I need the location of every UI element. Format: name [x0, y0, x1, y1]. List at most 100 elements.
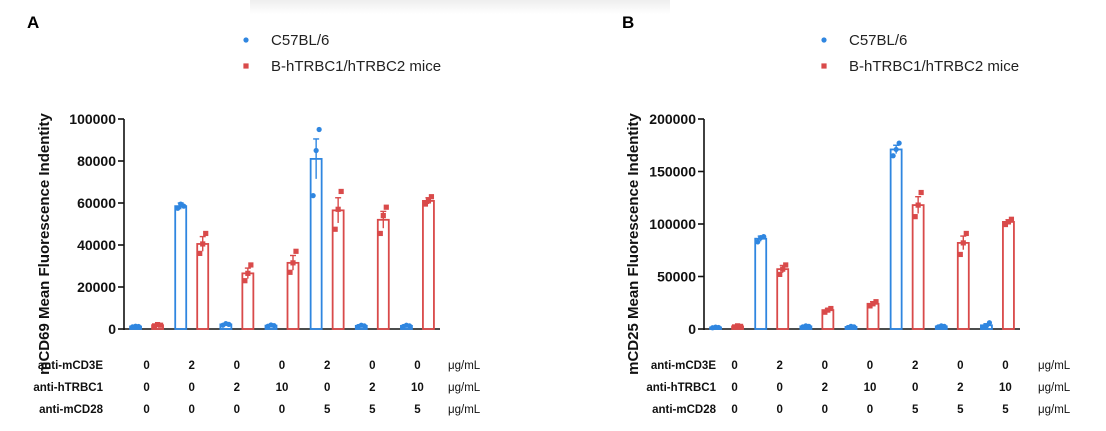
data-point: [203, 230, 209, 237]
condition-value: 0: [234, 404, 240, 416]
data-point: [1008, 216, 1015, 222]
data-point: [316, 126, 322, 133]
condition-value: 0: [143, 360, 149, 372]
data-point: [428, 194, 435, 200]
y-axis: 0 20000 40000 60000 80000 100000: [69, 111, 125, 337]
condition-unit: μg/mL: [448, 404, 481, 416]
condition-value: 5: [414, 404, 421, 416]
data-point: [157, 322, 164, 328]
panel-letter: B: [622, 13, 634, 32]
data-point: [761, 234, 767, 240]
condition-value: 5: [324, 404, 331, 416]
condition-value: 0: [867, 404, 873, 416]
condition-value: 0: [777, 382, 783, 394]
condition-table: anti-mCD3E 0 2 0 0 2 0 0 μg/mL anti-hTRBC1 0 0 2 10 0 2…: [33, 360, 480, 416]
y-tick-label: 20000: [77, 279, 116, 295]
y-tick-label: 100000: [649, 216, 696, 232]
bars: [129, 126, 435, 330]
condition-unit: μg/mL: [448, 382, 481, 394]
bar-htrbc: [911, 204, 925, 330]
condition-label: anti-mCD3E: [38, 360, 104, 372]
legend-marker-square: [821, 63, 827, 69]
data-point: [287, 269, 293, 275]
condition-value: 0: [957, 360, 963, 372]
condition-value: 5: [912, 404, 919, 416]
data-point: [986, 320, 993, 326]
data-point: [175, 205, 181, 211]
condition-value: 0: [731, 360, 737, 372]
data-point: [957, 251, 963, 258]
data-point: [963, 230, 969, 237]
condition-value: 10: [864, 382, 877, 394]
data-point: [777, 271, 783, 277]
condition-value: 10: [411, 382, 424, 394]
data-point: [197, 250, 203, 256]
condition-value: 5: [369, 404, 376, 416]
data-point: [380, 213, 386, 219]
data-point: [828, 305, 834, 312]
bars: [709, 140, 1015, 331]
data-point: [715, 324, 722, 331]
condition-value: 0: [143, 382, 149, 394]
data-point: [737, 323, 744, 329]
condition-value: 0: [143, 404, 149, 416]
legend-label: B-hTRBC1/hTRBC2 mice: [271, 58, 441, 75]
data-point: [151, 323, 158, 329]
condition-table: anti-mCD3E 0 2 0 0 2 0 0 μg/mL anti-hTRBC1 0 0 2 10 0 2…: [646, 360, 1070, 416]
data-point: [200, 241, 206, 247]
data-point: [425, 198, 432, 204]
data-point: [915, 202, 921, 208]
legend-marker-circle: [821, 37, 827, 43]
data-point: [335, 206, 341, 212]
condition-value: 0: [731, 382, 737, 394]
legend-marker-circle: [243, 37, 249, 43]
bar-c57bl6: [889, 148, 903, 330]
panel-letter: A: [27, 13, 39, 32]
data-point: [873, 299, 879, 305]
y-tick-label: 100000: [69, 111, 116, 127]
y-axis: 0 50000 100000 150000 200000: [649, 111, 705, 337]
legend: C57BL/6 B-hTRBC1/hTRBC2 mice: [821, 32, 1019, 75]
bar-htrbc: [196, 243, 210, 330]
data-point: [271, 323, 277, 329]
condition-value: 0: [279, 360, 285, 372]
condition-value: 5: [1002, 404, 1009, 416]
condition-value: 0: [414, 360, 420, 372]
data-point: [780, 266, 786, 272]
data-point: [851, 324, 857, 330]
y-tick-label: 150000: [649, 164, 696, 180]
condition-value: 0: [369, 360, 375, 372]
condition-value: 0: [822, 360, 828, 372]
y-tick-label: 0: [108, 321, 116, 337]
y-tick-label: 40000: [77, 237, 116, 253]
condition-value: 0: [822, 404, 828, 416]
legend-label: B-hTRBC1/hTRBC2 mice: [849, 58, 1019, 75]
data-point: [731, 324, 738, 330]
data-point: [755, 239, 761, 245]
data-point: [1002, 221, 1009, 228]
condition-value: 2: [369, 382, 375, 394]
condition-value: 10: [276, 382, 289, 394]
top-shadow-bar: [250, 0, 670, 14]
y-tick-label: 200000: [649, 111, 696, 127]
data-point: [422, 201, 429, 207]
data-point: [154, 321, 161, 328]
condition-value: 0: [867, 360, 873, 372]
data-point: [226, 321, 232, 327]
condition-label: anti-hTRBC1: [646, 382, 716, 394]
condition-value: 10: [999, 382, 1012, 394]
condition-value: 2: [189, 360, 195, 372]
data-point: [1005, 219, 1012, 225]
data-point: [918, 189, 924, 196]
bar-c57bl6: [309, 157, 323, 330]
legend-marker-square: [243, 63, 249, 69]
condition-label: anti-mCD28: [39, 404, 104, 416]
condition-value: 2: [234, 382, 240, 394]
data-point: [806, 323, 812, 329]
bar-htrbc: [376, 218, 390, 330]
bar-htrbc: [1002, 220, 1015, 330]
data-point: [181, 203, 187, 209]
data-point: [313, 147, 319, 154]
condition-value: 5: [957, 404, 964, 416]
data-point: [890, 153, 896, 159]
